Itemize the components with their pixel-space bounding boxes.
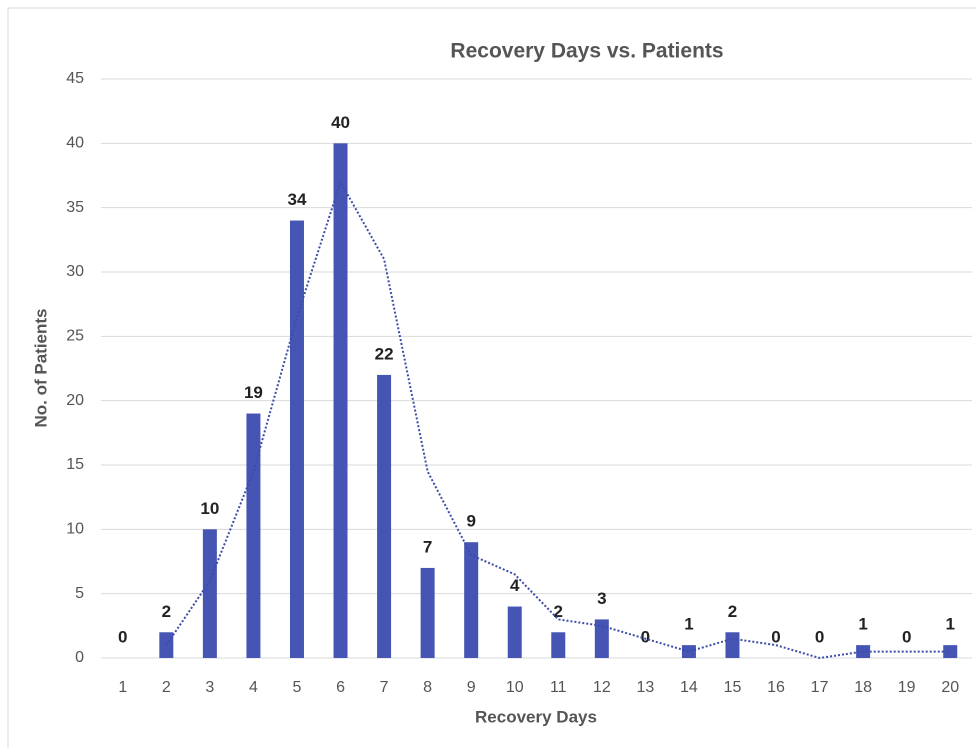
y-tick-label: 25 xyxy=(66,328,84,345)
y-tick-label: 20 xyxy=(66,392,84,409)
x-tick-label: 13 xyxy=(636,679,654,696)
x-tick-label: 3 xyxy=(205,679,214,696)
x-tick-label: 16 xyxy=(767,679,785,696)
data-label: 9 xyxy=(466,512,475,531)
bar xyxy=(377,374,392,658)
chart-title: Recovery Days vs. Patients xyxy=(450,40,723,63)
bar xyxy=(507,606,522,658)
x-tick-label: 11 xyxy=(550,679,567,696)
bar xyxy=(333,143,348,659)
y-tick-label: 0 xyxy=(75,649,84,666)
y-axis-title: No. of Patients xyxy=(31,308,50,427)
data-label: 19 xyxy=(244,383,263,402)
data-label: 0 xyxy=(118,627,127,646)
x-tick-label: 8 xyxy=(423,679,432,696)
y-tick-label: 35 xyxy=(66,199,84,216)
bar xyxy=(681,645,696,658)
data-label: 1 xyxy=(945,615,954,634)
data-label: 34 xyxy=(288,190,307,209)
data-label: 1 xyxy=(858,615,867,634)
bar xyxy=(725,632,740,658)
data-label: 0 xyxy=(815,627,824,646)
data-label: 2 xyxy=(162,602,171,621)
data-label: 10 xyxy=(200,499,219,518)
y-tick-label: 30 xyxy=(66,263,84,280)
x-tick-label: 15 xyxy=(724,679,742,696)
bar xyxy=(246,413,261,658)
x-tick-label: 19 xyxy=(898,679,916,696)
x-tick-label: 6 xyxy=(336,679,345,696)
x-tick-label: 5 xyxy=(293,679,302,696)
bar xyxy=(464,542,479,658)
x-tick-label: 12 xyxy=(593,679,611,696)
x-tick-label: 7 xyxy=(380,679,389,696)
x-tick-label: 10 xyxy=(506,679,524,696)
bar xyxy=(420,567,435,658)
bar xyxy=(594,619,609,658)
data-label: 1 xyxy=(684,615,693,634)
data-label: 0 xyxy=(641,627,650,646)
bar xyxy=(551,632,566,658)
x-tick-label: 1 xyxy=(118,679,127,696)
x-axis-title: Recovery Days xyxy=(475,707,597,726)
x-tick-label: 9 xyxy=(467,679,476,696)
x-tick-label: 2 xyxy=(162,679,171,696)
data-label: 7 xyxy=(423,537,432,556)
bar xyxy=(289,220,304,659)
y-tick-label: 40 xyxy=(66,135,84,152)
data-label: 4 xyxy=(510,576,520,595)
chart-border xyxy=(7,7,976,748)
data-label: 0 xyxy=(771,627,780,646)
x-tick-label: 17 xyxy=(811,679,829,696)
y-tick-label: 5 xyxy=(75,585,84,602)
data-label: 3 xyxy=(597,589,606,608)
x-tick-label: 4 xyxy=(249,679,258,696)
data-label: 0 xyxy=(902,627,911,646)
y-tick-label: 10 xyxy=(66,521,84,538)
data-label: 2 xyxy=(554,602,563,621)
y-tick-label: 15 xyxy=(66,456,84,473)
x-tick-label: 20 xyxy=(941,679,959,696)
data-label: 2 xyxy=(728,602,737,621)
trendline xyxy=(165,179,951,660)
x-tick-label: 14 xyxy=(680,679,698,696)
bar xyxy=(202,529,217,658)
data-label: 22 xyxy=(375,344,394,363)
x-tick-label: 18 xyxy=(854,679,872,696)
y-tick-label: 45 xyxy=(66,70,84,87)
data-label: 40 xyxy=(331,113,350,132)
